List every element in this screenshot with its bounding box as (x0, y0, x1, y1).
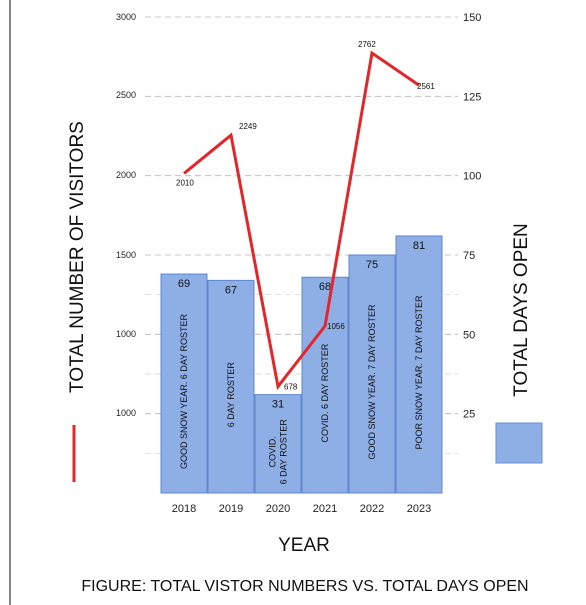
right-tick-label: 150 (463, 12, 481, 24)
figure-caption: FIGURE: TOTAL VISTOR NUMBERS VS. TOTAL D… (81, 578, 528, 595)
bar-note-label: 6 DAY ROSTER (279, 419, 289, 485)
line-point-label: 2010 (176, 178, 194, 187)
line-point-label: 2762 (358, 40, 376, 49)
line-point-label: 2249 (239, 122, 257, 131)
x-axis-ticks: 2018 2019 2020 2021 2022 2023 (172, 503, 431, 515)
right-tick-label: 125 (463, 91, 481, 103)
right-tick-label: 50 (463, 329, 475, 341)
x-tick-label: 2019 (219, 503, 243, 515)
left-axis-title: TOTAL NUMBER OF VISITORS (67, 121, 88, 393)
bar-note-label: COVID. 6 DAY ROSTER (320, 343, 330, 442)
bar-note-label: GOOD SNOW YEAR. 7 DAY ROSTER (367, 304, 377, 460)
bar (301, 276, 349, 494)
x-tick-label: 2021 (313, 503, 337, 515)
bars-layer (160, 235, 443, 494)
x-tick-label: 2022 (360, 503, 384, 515)
bar-note-label: POOR SNOW YEAR. 7 DAY ROSTER (414, 295, 424, 450)
line-point-label: 1056 (327, 322, 345, 331)
bar-note-label: 6 DAY ROSTER (226, 362, 236, 428)
line-point-label: 678 (284, 383, 298, 392)
bar (395, 235, 443, 494)
bar (160, 273, 208, 494)
bar-value-label: 75 (366, 259, 378, 271)
legend-bar-swatch (495, 422, 543, 464)
bar-value-label: 68 (319, 281, 331, 293)
bar (254, 394, 302, 494)
left-tick-label: 1500 (116, 250, 136, 260)
x-axis-title: YEAR (278, 535, 330, 556)
right-axis-ticks: 25 50 75 100 125 150 (463, 12, 481, 421)
right-tick-label: 100 (463, 171, 481, 183)
left-tick-label: 1000 (116, 408, 136, 418)
left-tick-label: 2500 (116, 90, 136, 100)
x-tick-label: 2020 (266, 503, 290, 515)
bar (348, 254, 396, 494)
right-axis-title: TOTAL DAYS OPEN (511, 223, 532, 397)
bar (207, 279, 255, 494)
line-point-label: 2561 (417, 82, 435, 91)
left-tick-label: 3000 (116, 12, 136, 22)
x-tick-label: 2023 (407, 503, 431, 515)
right-tick-label: 75 (463, 250, 475, 262)
left-tick-label: 2000 (116, 170, 136, 180)
bar-value-label: 31 (272, 399, 284, 411)
bar-note-label: GOOD SNOW YEAR. 6 DAY ROSTER (179, 314, 189, 470)
right-tick-label: 25 (463, 409, 475, 421)
x-tick-label: 2018 (172, 503, 196, 515)
left-axis-ticks: 1000 1000 1500 2000 2500 3000 (116, 12, 136, 418)
visitors-line (183, 50, 420, 391)
bar-value-label: 81 (413, 240, 425, 252)
bar-note-label: COVID. (268, 436, 278, 467)
bar-value-label: 69 (178, 278, 190, 290)
left-tick-label: 1000 (116, 329, 136, 339)
bar-labels-layer: 69 GOOD SNOW YEAR. 6 DAY ROSTER 67 6 DAY RO… (178, 240, 425, 484)
visitors-line-layer: 2010 2249 678 1056 2762 2561 (176, 40, 435, 391)
bar-value-label: 67 (225, 284, 237, 296)
